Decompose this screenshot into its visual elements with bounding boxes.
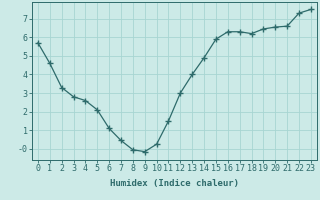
X-axis label: Humidex (Indice chaleur): Humidex (Indice chaleur) — [110, 179, 239, 188]
